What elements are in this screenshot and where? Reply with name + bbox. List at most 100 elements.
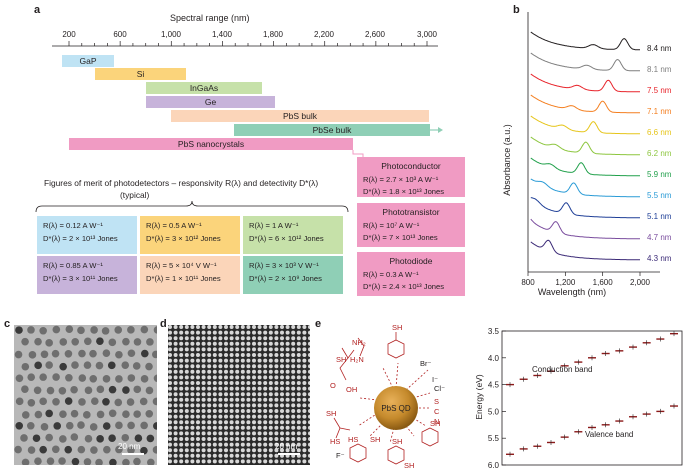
lattice-dot (274, 369, 279, 374)
lattice-dot (257, 414, 262, 419)
scale-bar-d (278, 453, 300, 455)
lattice-dot (285, 369, 290, 374)
lattice-dot (224, 347, 228, 352)
lattice-dot (173, 437, 178, 441)
lattice-dot (184, 336, 189, 341)
lattice-dot (268, 341, 273, 346)
lattice-dot (168, 392, 172, 397)
lattice-dot (291, 409, 296, 413)
lattice-dot (201, 369, 206, 374)
lattice-dot (285, 325, 290, 329)
nanocrystal-particle (39, 326, 47, 335)
nanocrystal-particle (53, 422, 62, 430)
lattice-dot (212, 453, 217, 458)
lattice-dot (218, 459, 223, 464)
lattice-dot (246, 459, 251, 464)
lattice-dot (207, 369, 212, 374)
nanocrystal-particle (34, 337, 42, 346)
lattice-dot (224, 386, 228, 391)
tick-200: 200 (62, 30, 76, 39)
lattice-dot (229, 358, 234, 363)
lattice-dot (207, 448, 212, 453)
nanocrystal-particle (58, 457, 66, 465)
lattice-dot (257, 397, 262, 402)
nanocrystal-particle (140, 446, 148, 455)
lattice-dot (285, 364, 290, 369)
lattice-dot (218, 453, 223, 458)
lattice-dot (240, 336, 245, 341)
lattice-dot (207, 358, 212, 363)
tick-2200: 2,200 (313, 30, 335, 39)
lattice-dot (263, 336, 268, 341)
lattice-dot (296, 336, 301, 341)
lattice-dot (224, 364, 228, 369)
size-label: 8.1 nm (647, 65, 672, 74)
absorbance-curve (530, 115, 640, 135)
merit-ge-r: R(λ) = 0.85 A W⁻¹ (43, 261, 103, 270)
lattice-dot (268, 336, 273, 341)
merit-brace (35, 200, 349, 213)
lattice-dot (308, 409, 310, 413)
lattice-dot (184, 437, 189, 441)
lattice-dot (173, 431, 178, 436)
lattice-dot (285, 381, 290, 385)
lattice-dot (291, 425, 296, 430)
lattice-dot (302, 392, 307, 397)
lattice-dot (246, 392, 251, 397)
lattice-dot (184, 431, 189, 436)
nanocrystal-particle (46, 457, 55, 465)
lattice-dot (285, 403, 290, 408)
lattice-dot (252, 336, 256, 341)
lattice-dot (252, 347, 256, 352)
e-frame-box (501, 330, 683, 466)
nanocrystal-particle (133, 385, 142, 394)
nanocrystal-particle (153, 374, 157, 383)
lattice-dot (263, 347, 268, 352)
lattice-dot (296, 414, 301, 419)
nanocrystal-particle (127, 326, 135, 334)
lattice-dot (296, 347, 301, 352)
lattice-dot (201, 381, 206, 385)
lattice-dot (246, 347, 251, 352)
lattice-dot (280, 403, 284, 408)
merit-ingaas-r: R(λ) = 1 A W⁻¹ (249, 221, 299, 230)
lattice-dot (190, 431, 195, 436)
lattice-dot (308, 453, 310, 458)
nanocrystal-particle (77, 421, 85, 429)
lattice-dot (179, 459, 184, 464)
lattice-dot (235, 369, 240, 374)
ligand-sh-benz: SH (370, 435, 380, 444)
lattice-dot (235, 437, 240, 441)
lattice-dot (235, 420, 240, 425)
lattice-dot (235, 353, 240, 357)
nanocrystal-particle (146, 434, 155, 443)
lattice-dot (291, 420, 296, 425)
lattice-dot (224, 336, 228, 341)
lattice-dot (196, 403, 200, 408)
lattice-dot (296, 386, 301, 391)
lattice-dot (207, 386, 212, 391)
e-y-tick-label: 3.5 (488, 327, 500, 336)
lattice-dot (201, 353, 206, 357)
lattice-dot (229, 420, 234, 425)
lattice-dot (184, 330, 189, 335)
lattice-dot (274, 336, 279, 341)
lattice-dot (212, 414, 217, 419)
nanocrystal-particle (59, 435, 67, 443)
lattice-dot (173, 392, 178, 397)
lattice-dot (224, 414, 228, 419)
lattice-dot (218, 420, 223, 425)
lattice-dot (184, 459, 189, 464)
merit-box-pbse-bulk: R(λ) = 3 × 10³ V W⁻¹ D*(λ) = 2 × 10⁹ Jon… (243, 256, 343, 294)
nanocrystal-particle (153, 422, 157, 430)
lattice-dot (274, 425, 279, 430)
lattice-dot (257, 336, 262, 341)
lattice-dot (173, 453, 178, 458)
ligand-sh-acid: SH (336, 355, 346, 364)
lattice-dot (257, 364, 262, 369)
lattice-dot (280, 420, 284, 425)
lattice-dot (252, 453, 256, 458)
lattice-dot (308, 347, 310, 352)
lattice-dot (296, 341, 301, 346)
lattice-dot (285, 392, 290, 397)
